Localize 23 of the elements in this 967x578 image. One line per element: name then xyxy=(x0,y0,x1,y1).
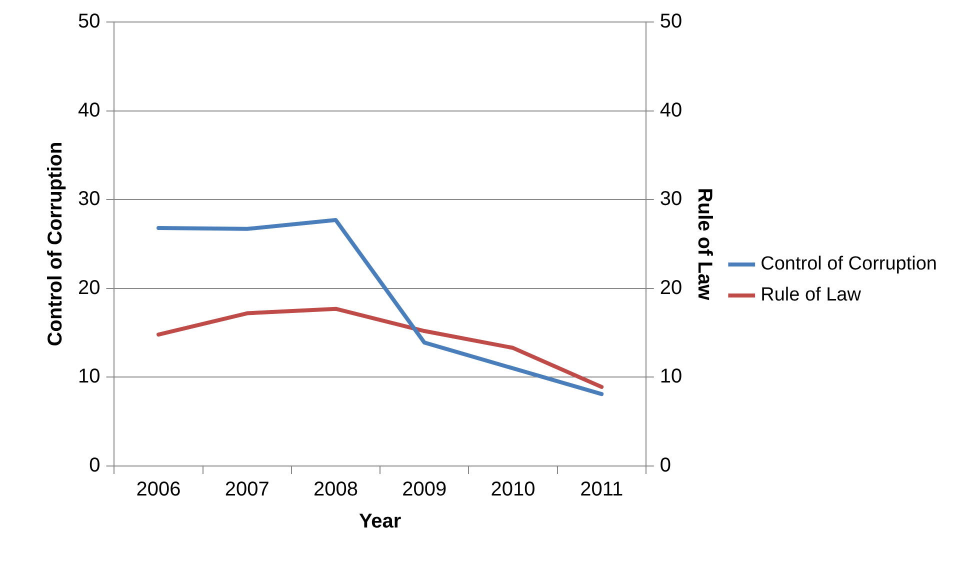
x-tick-label: 2011 xyxy=(580,478,624,501)
x-tick-label: 2010 xyxy=(490,478,536,501)
legend-label: Control of Corruption xyxy=(760,254,938,275)
x-axis-title: Year xyxy=(358,510,402,533)
y2-tick-label: 20 xyxy=(660,276,682,299)
legend-label: Rule of Law xyxy=(760,284,862,306)
y2-tick-label: 30 xyxy=(660,188,682,210)
y-tick-label: 50 xyxy=(78,10,100,33)
x-tick-label: 2008 xyxy=(314,478,358,501)
x-tick-label: 2009 xyxy=(402,478,447,501)
x-tick-label: 2007 xyxy=(224,478,270,501)
y2-tick-label: 50 xyxy=(660,10,682,33)
y-tick-label: 30 xyxy=(78,188,100,210)
x-tick-label: 2006 xyxy=(136,478,181,501)
y-tick-label: 40 xyxy=(78,99,100,122)
y-axis-title: Control of Corruption xyxy=(44,142,67,346)
y2-tick-label: 40 xyxy=(660,99,682,122)
y2-tick-label: 0 xyxy=(660,454,672,477)
y-tick-label: 10 xyxy=(78,366,100,388)
y2-axis-title: Rule of Law xyxy=(694,188,716,301)
y-tick-label: 20 xyxy=(78,276,100,299)
y2-tick-label: 10 xyxy=(660,366,682,388)
y-tick-label: 0 xyxy=(89,454,100,477)
